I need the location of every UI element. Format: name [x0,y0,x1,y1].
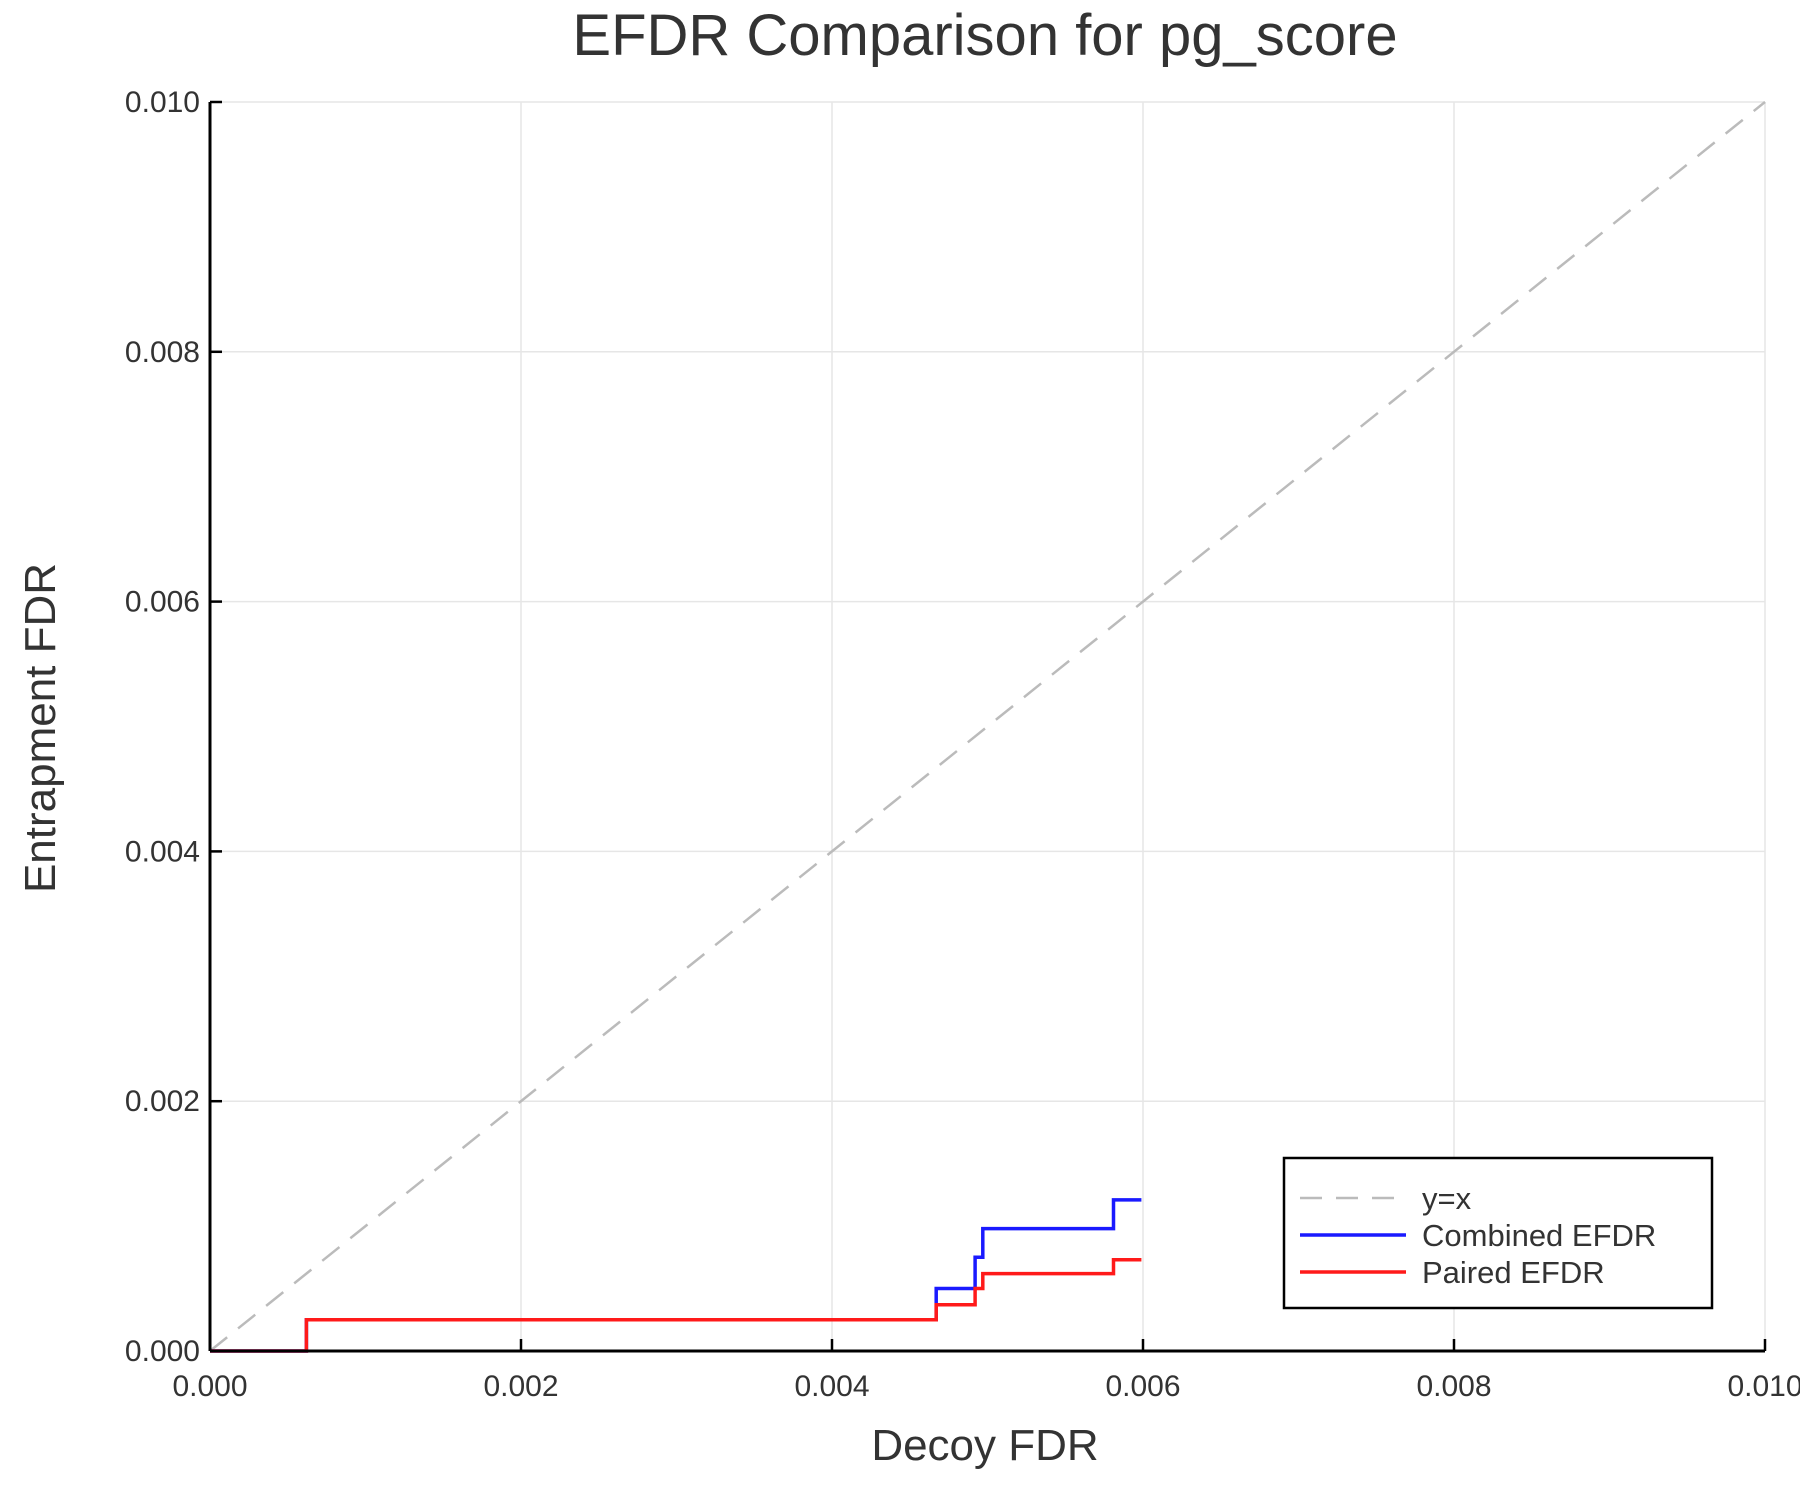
x-tick-label: 0.010 [1727,1370,1800,1403]
y-tick-label: 0.004 [125,835,200,868]
x-tick-label: 0.008 [1416,1370,1491,1403]
x-tick-label: 0.004 [794,1370,869,1403]
x-axis-title: Decoy FDR [871,1421,1098,1470]
legend-box [1282,1156,1714,1310]
y-tick-label: 0.006 [125,586,200,619]
series-line-paired-efdr [210,1258,1142,1353]
y-tick-label: 0.000 [125,1335,200,1368]
series-line-combined-efdr [210,1198,1142,1353]
series-line-y-x [209,101,1766,1352]
y-axis-title: Entrapment FDR [16,563,65,893]
y-tick-label: 0.008 [125,336,200,369]
axes [208,102,1765,1353]
x-tick-label: 0.006 [1105,1370,1180,1403]
y-tick-label: 0.002 [125,1085,200,1118]
legend-label: y=x [1422,1181,1472,1216]
x-tick-label: 0.000 [172,1370,247,1403]
legend-label: Paired EFDR [1422,1255,1605,1290]
ticks: 0.000 0.002 0.004 0.006 0.008 0.010 0.000 0.002… [125,86,1800,1403]
series-layer [209,101,1766,1353]
x-tick-label: 0.002 [483,1370,558,1403]
legend-label: Combined EFDR [1422,1218,1656,1253]
y-tick-label: 0.010 [125,86,200,119]
chart-title: EFDR Comparison for pg_score [572,3,1397,68]
